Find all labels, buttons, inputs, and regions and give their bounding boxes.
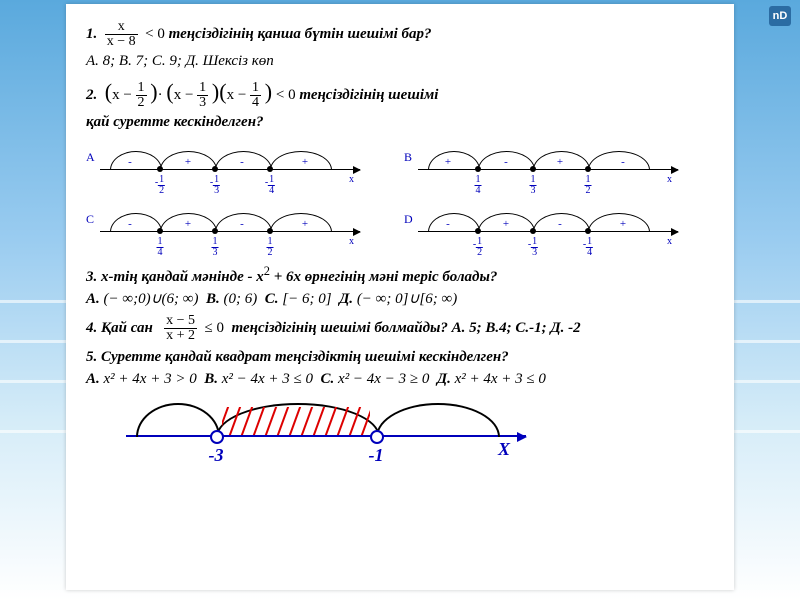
diagram-grid: Ax-+-+-12-13-14 Bx+-+-141312 Cx-+-+141312 D… bbox=[86, 139, 714, 258]
q2-text2: қай суретте кескінделген? bbox=[86, 114, 264, 130]
logo-badge: nD bbox=[769, 6, 791, 26]
q1-text: теңсіздігінің қанша бүтін шешімі бар? bbox=[169, 26, 432, 42]
question-1: 1. xx − 8 < 0 теңсіздігінің қанша бүтін … bbox=[86, 20, 714, 49]
diagram-B: Bx+-+-141312 bbox=[404, 139, 694, 195]
question-4: 4. Қай сан x − 5x + 2 ≤ 0 теңсіздігінің … bbox=[86, 314, 714, 343]
diagram-A: Ax-+-+-12-13-14 bbox=[86, 139, 376, 195]
question-3: 3. х-тің қандай мәнінде - x2 + 6x өрнегі… bbox=[86, 263, 714, 287]
question-2: 2. (x − 12 )· (x − 13 )(x − 14 ) < 0 тең… bbox=[86, 77, 714, 110]
question-5: 5. Суретте қандай квадрат теңсіздіктің ш… bbox=[86, 347, 714, 367]
q1-answers: А. 8; В. 7; С. 9; Д. Шексіз көп bbox=[86, 51, 714, 71]
q1-fraction: xx − 8 bbox=[105, 20, 138, 49]
diagram-D: Dx-+-+-12-13-14 bbox=[404, 201, 694, 257]
diagram-C: Cx-+-+141312 bbox=[86, 201, 376, 257]
worksheet-page: 1. xx − 8 < 0 теңсіздігінің қанша бүтін … bbox=[66, 4, 734, 590]
q5-answers: А. x² + 4x + 3 > 0 В. x² − 4x + 3 ≤ 0 С.… bbox=[86, 369, 714, 389]
q3-answers: А. (− ∞;0)∪(6; ∞) В. (0; 6) С. [− 6; 0] … bbox=[86, 289, 714, 309]
q5-numberline: -3-1X bbox=[126, 393, 526, 463]
